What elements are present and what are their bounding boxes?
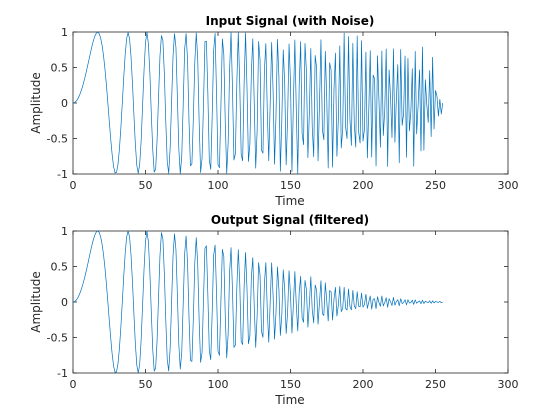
series-line bbox=[72, 31, 444, 175]
x-axis-label: Time bbox=[274, 194, 304, 208]
y-axis-label: Amplitude bbox=[29, 271, 43, 333]
x-axis: 0 50 100 150 200 250 300 bbox=[70, 231, 519, 391]
output-signal-panel: Output Signal (filtered) 0 50 100 150 200 250… bbox=[29, 213, 519, 407]
x-axis-label: Time bbox=[274, 393, 304, 407]
y-tick-label: 1 bbox=[61, 225, 68, 238]
x-tick-label: 100 bbox=[208, 179, 229, 192]
y-tick-label: -1 bbox=[57, 367, 68, 380]
x-tick-label: 300 bbox=[498, 179, 519, 192]
y-tick-label: -0.5 bbox=[47, 332, 68, 345]
x-tick-label: 50 bbox=[139, 378, 153, 391]
x-tick-label: 50 bbox=[139, 179, 153, 192]
x-tick-label: 200 bbox=[353, 179, 374, 192]
y-tick-label: 0.5 bbox=[51, 261, 69, 274]
series-line bbox=[72, 230, 443, 374]
y-axis-label: Amplitude bbox=[29, 72, 43, 134]
x-tick-label: 150 bbox=[280, 378, 301, 391]
x-tick-label: 0 bbox=[70, 378, 77, 391]
x-tick-label: 250 bbox=[425, 378, 446, 391]
y-tick-label: -1 bbox=[57, 168, 68, 181]
chart-title: Input Signal (with Noise) bbox=[206, 14, 375, 28]
y-tick-label: 0 bbox=[61, 97, 68, 110]
x-tick-label: 100 bbox=[208, 378, 229, 391]
x-tick-label: 300 bbox=[498, 378, 519, 391]
x-tick-label: 150 bbox=[280, 179, 301, 192]
y-tick-label: 0 bbox=[61, 296, 68, 309]
x-tick-label: 200 bbox=[353, 378, 374, 391]
input-signal-panel: Input Signal (with Noise) 0 50 100 150 200 25… bbox=[29, 14, 519, 208]
x-axis: 0 50 100 150 200 250 300 bbox=[70, 32, 519, 192]
chart-title: Output Signal (filtered) bbox=[211, 213, 369, 227]
y-axis: 1 0.5 0 -0.5 -1 bbox=[47, 26, 508, 181]
y-tick-label: -0.5 bbox=[47, 133, 68, 146]
y-tick-label: 0.5 bbox=[51, 62, 69, 75]
y-tick-label: 1 bbox=[61, 26, 68, 39]
y-axis: 1 0.5 0 -0.5 -1 bbox=[47, 225, 508, 380]
x-tick-label: 250 bbox=[425, 179, 446, 192]
x-tick-label: 0 bbox=[70, 179, 77, 192]
